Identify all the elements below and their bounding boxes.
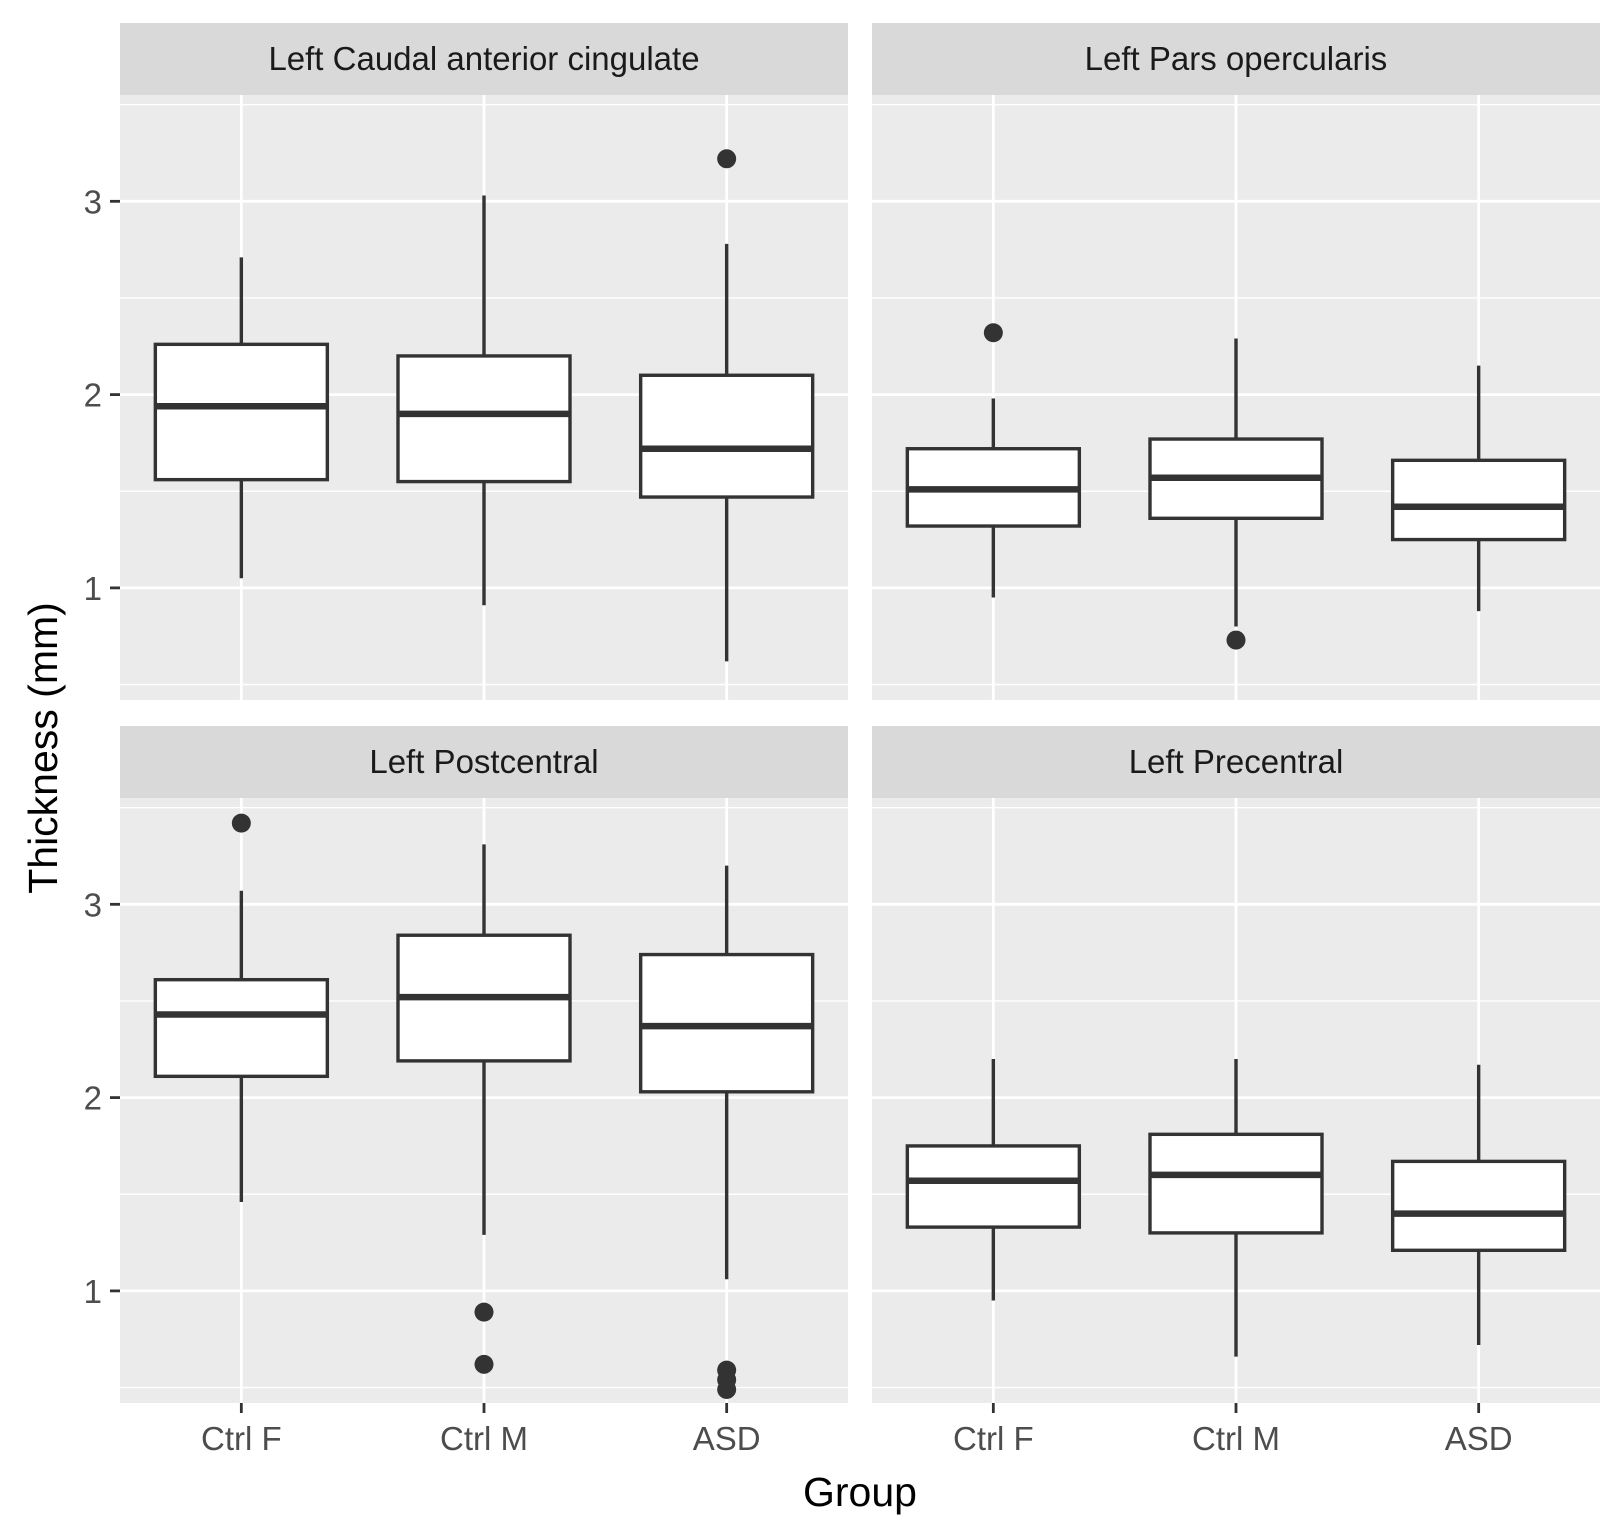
x-tick-label: ASD [1445, 1420, 1513, 1457]
y-tick-label: 1 [84, 570, 102, 607]
x-axis-title: Group [803, 1469, 917, 1515]
facet-strip [872, 23, 1600, 95]
facet-title: Left Pars opercularis [1085, 40, 1388, 77]
box-iqr [1390, 458, 1567, 542]
outlier-point [983, 323, 1003, 343]
outlier-point [231, 813, 251, 833]
outlier-point [474, 1302, 494, 1322]
facet-panel: Left Caudal anterior cingulate 1 2 3 [84, 23, 848, 700]
box-asd [1390, 1064, 1567, 1346]
y-tick-label: 3 [84, 183, 102, 220]
facet-strip [120, 23, 848, 95]
x-tick-label: Ctrl F [953, 1420, 1034, 1457]
box-asd [1390, 365, 1567, 612]
box-iqr [1148, 1132, 1324, 1235]
outlier-point [1226, 630, 1246, 650]
box-ctrl-m [1148, 1058, 1324, 1357]
facet-title: Left Postcentral [369, 743, 598, 780]
x-tick-label: ASD [693, 1420, 761, 1457]
y-axis-title: Thickness (mm) [20, 602, 66, 894]
box-asd [638, 149, 815, 662]
facet-panel: Left Precentral Ctrl F Ctrl M ASD [872, 726, 1600, 1457]
box-iqr [905, 1144, 1082, 1229]
box-ctrl-f [905, 323, 1082, 598]
box-iqr [153, 977, 330, 1079]
box-ctrl-m [1148, 338, 1324, 650]
facet-strip [120, 726, 848, 798]
facet-panel: Left Pars opercularis [872, 23, 1600, 700]
box-ctrl-m [396, 195, 572, 606]
facet-title: Left Caudal anterior cingulate [268, 40, 699, 77]
y-tick-label: 2 [84, 377, 102, 414]
box-ctrl-f [153, 813, 330, 1202]
y-tick-label: 2 [84, 1080, 102, 1117]
outlier-point [717, 149, 737, 169]
box-asd [638, 865, 815, 1399]
y-tick-label: 1 [84, 1273, 102, 1310]
box-iqr [638, 373, 815, 499]
x-tick-label: Ctrl M [1192, 1420, 1280, 1457]
box-ctrl-m [396, 844, 572, 1374]
outlier-point [474, 1354, 494, 1374]
box-iqr [153, 342, 330, 482]
box-ctrl-f [153, 257, 330, 579]
box-iqr [1390, 1159, 1567, 1253]
outlier-point [717, 1379, 737, 1399]
facet-strip [872, 726, 1600, 798]
facet-title: Left Precentral [1129, 743, 1344, 780]
x-tick-label: Ctrl M [440, 1420, 528, 1457]
box-ctrl-f [905, 1058, 1082, 1301]
x-tick-label: Ctrl F [201, 1420, 282, 1457]
facet-panels: Left Caudal anterior cingulate 1 2 3 Left Pa… [84, 23, 1600, 1457]
facet-panel: Left Postcentral 1 2 3 Ctrl F Ctrl M ASD [84, 726, 848, 1457]
y-tick-label: 3 [84, 886, 102, 923]
box-iqr [396, 354, 572, 484]
